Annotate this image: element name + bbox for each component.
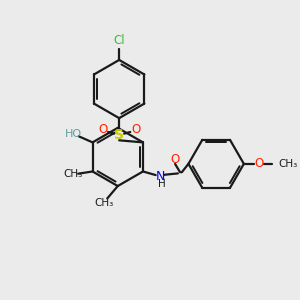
- Text: CH₃: CH₃: [95, 198, 114, 208]
- Text: H: H: [158, 179, 165, 189]
- Text: O: O: [255, 158, 264, 170]
- Text: CH₃: CH₃: [64, 169, 83, 179]
- Text: O: O: [170, 153, 180, 166]
- Text: Cl: Cl: [113, 34, 125, 46]
- Text: S: S: [114, 128, 124, 142]
- Text: CH₃: CH₃: [278, 159, 298, 169]
- Text: N: N: [155, 170, 165, 183]
- Text: O: O: [131, 123, 140, 136]
- Text: O: O: [98, 123, 107, 136]
- Text: HO: HO: [64, 129, 82, 139]
